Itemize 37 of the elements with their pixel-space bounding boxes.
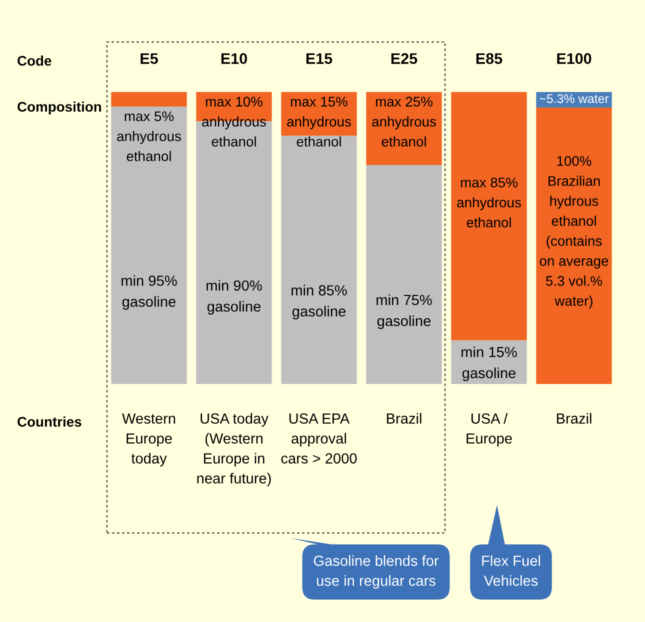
data-label: min 90% gasoline [206,280,262,315]
bar [281,92,357,136]
data-label: ~5.3% water [540,94,609,104]
text: Flex Fuel Vehicles [482,555,540,586]
x-tick-label: E85 [476,53,502,64]
text: Brazil [386,413,422,424]
text: Countries [18,416,82,427]
text: Code [18,56,52,66]
data-label: max 85% anhydrous ethanol [457,178,521,228]
annotation: 100% Brazilian hydrous ethanol (contains on average 5.3 vol.% water) [540,156,608,309]
text: Brazil [556,413,592,424]
x-tick-label: E5 [140,53,158,64]
text: USA today (Western Europe in near future) [197,413,271,486]
data-label: max 15% anhydrous ethanol [287,96,351,147]
x-tick-label: E10 [221,53,247,64]
data-label: min 95% gasoline [122,275,177,310]
text: Western Europe today [122,414,176,466]
text: Composition [18,102,102,114]
bar [536,107,612,384]
data-label: min 85% gasoline [292,284,347,320]
x-tick-label: E15 [306,53,332,64]
bar [366,92,442,165]
text: USA / Europe [466,413,512,447]
x-tick-label: E100 [557,53,592,64]
text: USA EPA approval cars > 2000 [281,413,357,464]
bar [451,92,527,340]
data-label: max 5% anhydrous ethanol [117,111,181,162]
x-tick-label: E25 [391,53,418,64]
bar [281,136,357,384]
bar [451,340,527,384]
data-label: min 15% gasoline [462,346,517,382]
text: Gasoline blends for use in regular cars [314,555,439,589]
bar [366,165,442,384]
bar [111,106,187,384]
data-label: max 25% anhydrous ethanol [372,96,436,147]
data-label: min 75% gasoline [376,294,432,330]
bar [111,92,187,107]
